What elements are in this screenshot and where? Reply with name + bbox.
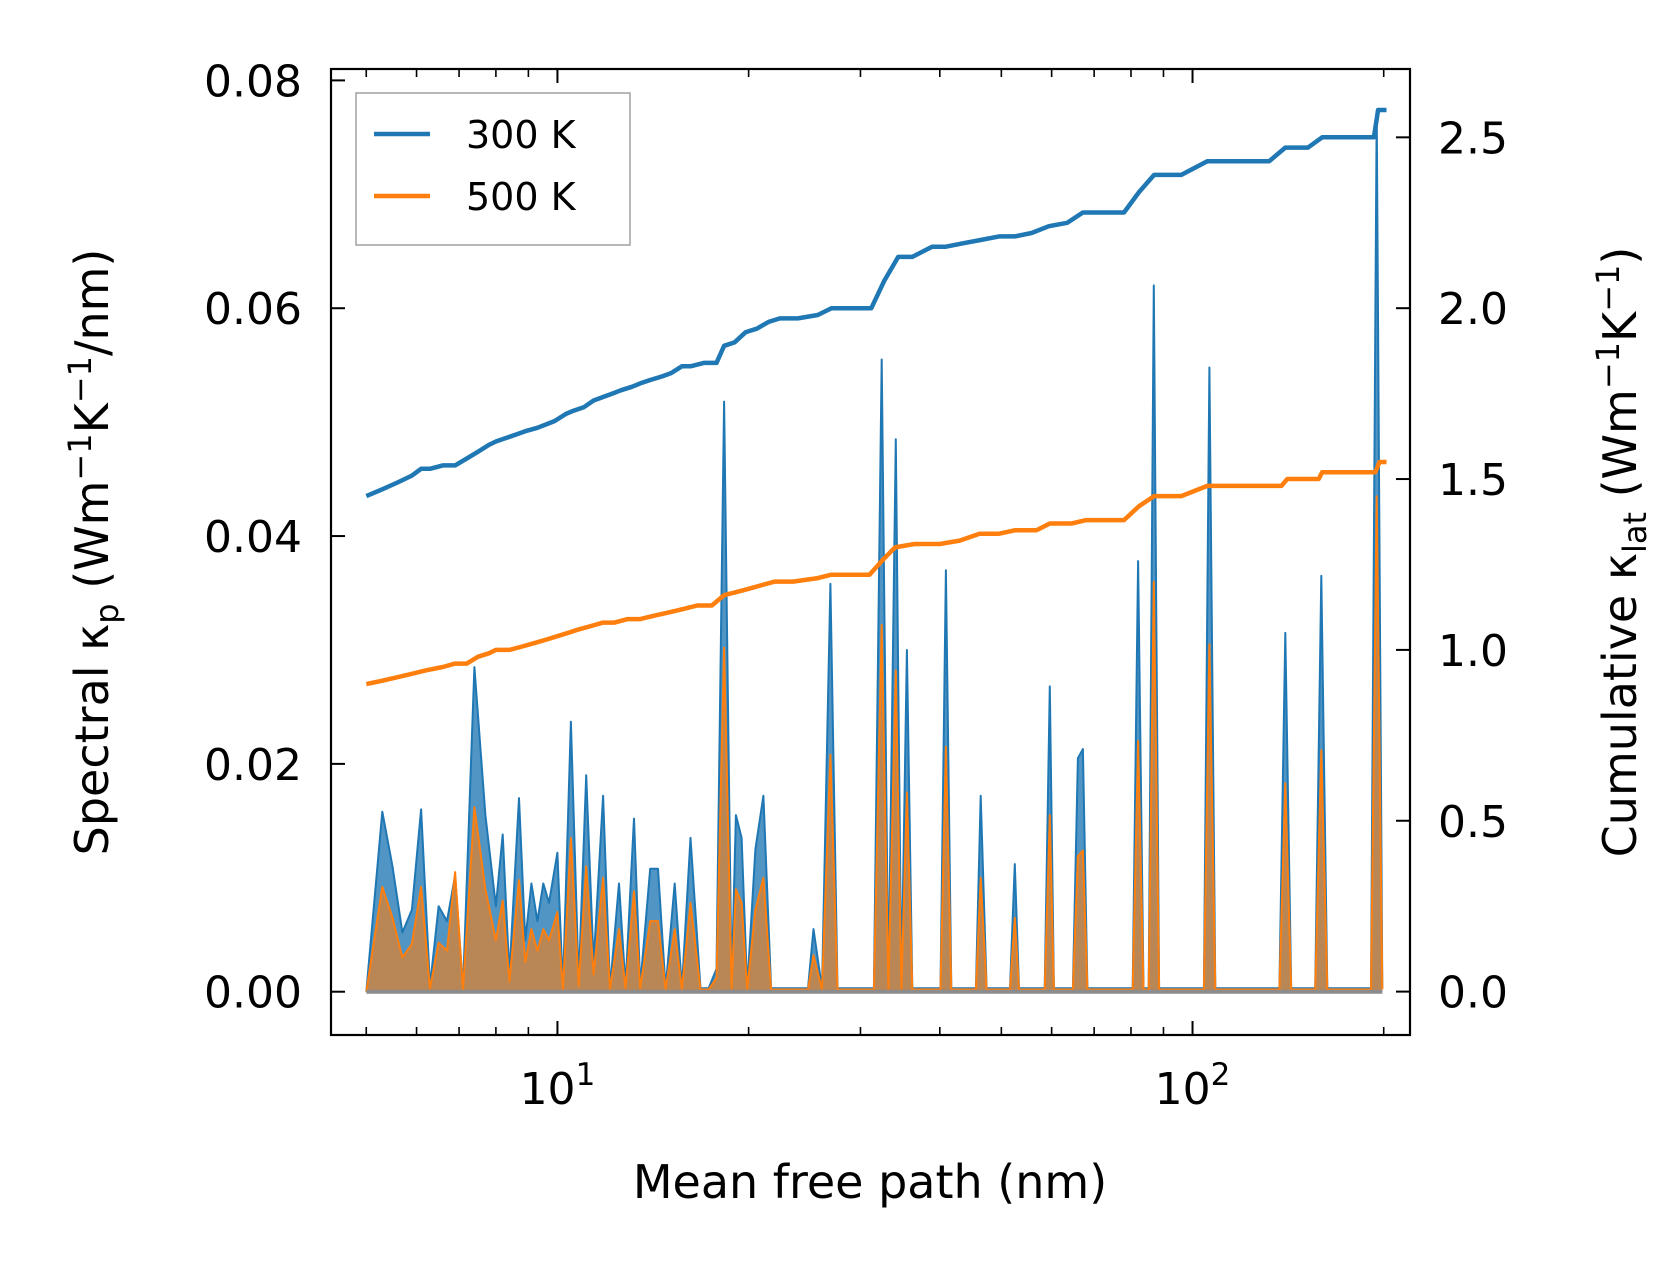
- x-tick-label: 102: [1155, 1057, 1231, 1115]
- y-left-label-unit-close: /nm): [65, 249, 119, 356]
- axis-ticks: 101 102 0.00 0.02 0.04 0.06 0.08 0.0 0.5 1.0 1.5 2.…: [204, 56, 1508, 1115]
- y-right-label-main: Cumulative κ: [1593, 553, 1647, 857]
- spectral-area-500k: [366, 496, 1383, 992]
- y-left-tick-label: 0.00: [204, 968, 302, 1019]
- y-axis-right-label: Cumulative κlat (Wm−1K−1): [1589, 247, 1654, 858]
- legend-box: [355, 92, 631, 246]
- y-left-label-exp1: −1: [61, 433, 99, 480]
- y-right-tick-label: 2.0: [1438, 284, 1508, 335]
- y-right-label-sub: lat: [1616, 512, 1654, 553]
- y-left-label-main: Spectral κ: [65, 624, 119, 856]
- x-axis-label: Mean free path (nm): [633, 1155, 1107, 1209]
- legend-label-300k: 300 K: [466, 113, 577, 157]
- y-left-label-exp2: −1: [61, 356, 99, 403]
- plot-frame: [329, 67, 1412, 1037]
- spectral-line-500k: [365, 495, 1384, 992]
- y-right-label-unit-close: ): [1593, 247, 1647, 265]
- cumulative-line-layer: [365, 107, 1387, 687]
- y-left-label-sub: p: [88, 603, 126, 623]
- y-right-tick-label: 1.5: [1438, 455, 1508, 506]
- y-left-tick-label: 0.04: [204, 512, 302, 563]
- cumulative-line-500k: [365, 459, 1387, 687]
- x-tick-label: 101: [520, 1057, 596, 1115]
- spectral-area-layer: [365, 110, 1384, 994]
- y-left-label-unit-open: (Wm: [65, 481, 119, 604]
- y-left-tick-label: 0.02: [204, 740, 302, 791]
- legend-label-500k: 500 K: [466, 175, 577, 219]
- y-left-tick-label: 0.06: [204, 284, 302, 335]
- y-right-tick-label: 0.5: [1438, 797, 1508, 848]
- y-right-label-mid: K: [1593, 310, 1647, 342]
- y-right-tick-label: 1.0: [1438, 626, 1508, 677]
- y-right-tick-label: 0.0: [1438, 968, 1508, 1019]
- spectral-line-300k: [365, 110, 1384, 992]
- y-right-label-exp2: −1: [1589, 265, 1627, 312]
- y-left-tick-label: 0.08: [204, 56, 302, 107]
- y-left-label-mid: K: [65, 401, 119, 433]
- y-axis-left-label: Spectral κp (Wm−1K−1/nm): [61, 249, 126, 856]
- legend: 300 K 500 K: [355, 92, 631, 246]
- y-right-label-exp1: −1: [1589, 342, 1627, 389]
- y-right-tick-label: 2.5: [1438, 113, 1508, 164]
- cumulative-line-300k: [365, 107, 1387, 499]
- y-right-label-unit-open: (Wm: [1593, 389, 1647, 512]
